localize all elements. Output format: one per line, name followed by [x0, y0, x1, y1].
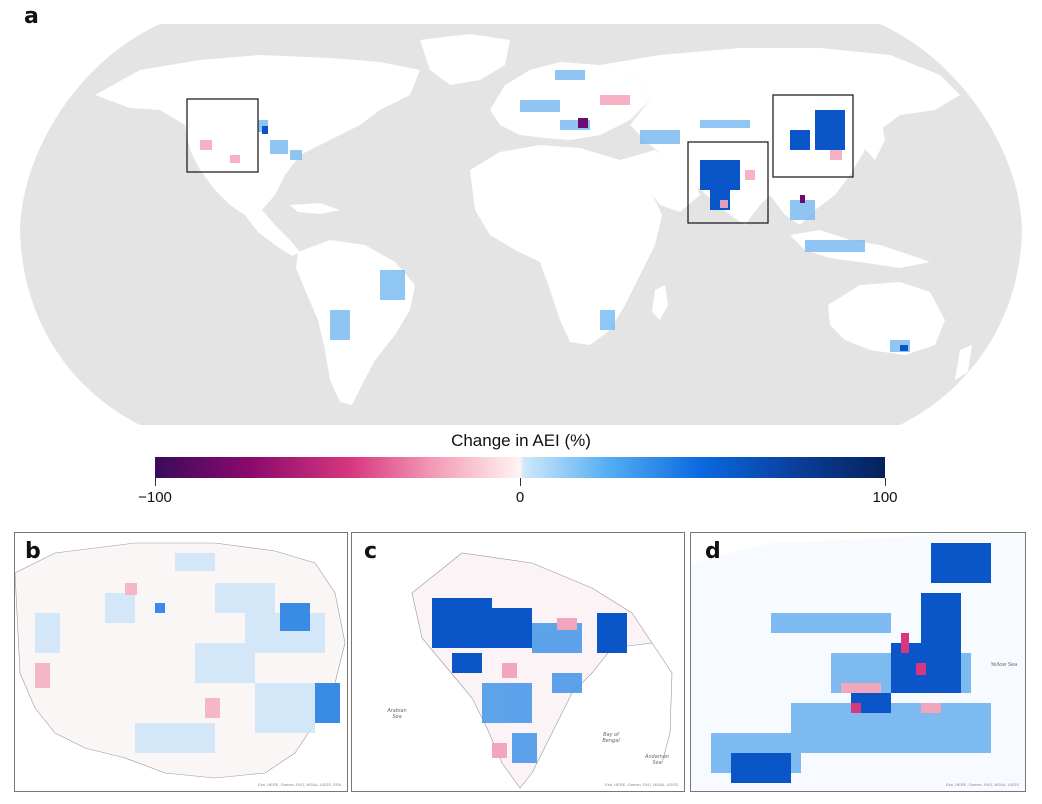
inset-box-c: [687, 141, 769, 224]
inset-map-d: [691, 533, 1025, 791]
colorbar-tick: [884, 478, 886, 486]
africa: [470, 145, 662, 345]
inset-map-c: [411, 552, 673, 789]
colorbar-title: Change in AEI (%): [451, 431, 591, 450]
world-map: [20, 24, 1022, 425]
colorbar-tick-label: −100: [138, 489, 172, 506]
colorbar: [155, 457, 885, 478]
land-masses: [95, 34, 972, 405]
colorbar-tick-label: 0: [515, 489, 525, 506]
inset-boxes: [186, 94, 854, 224]
aei-change-blue: [258, 70, 910, 352]
inset-box-b: [186, 98, 259, 173]
greenland: [420, 34, 510, 85]
inset-panel-d: d Yellow Sea Esri, HERE, Garmin, FAO, NO…: [690, 532, 1026, 792]
arabia: [620, 150, 700, 212]
australia: [828, 282, 945, 355]
inset-box-d: [772, 94, 854, 178]
asia: [600, 48, 960, 225]
inset-map-b: [15, 542, 346, 779]
panel-letter-d: d: [705, 539, 721, 564]
sea-label-arabian-sea: Arabian Sea: [387, 708, 407, 720]
colorbar-tick: [519, 478, 521, 486]
inset-panel-c: c Arabian Sea Bay of Bengal Andaman Sea …: [351, 532, 685, 792]
panel-letter-a: a: [24, 4, 39, 29]
central-america: [245, 210, 300, 256]
aei-change-pink: [200, 95, 842, 208]
inset-panel-b: b Esri, HERE, Garmin, FAO, NOAA, USGS, E…: [14, 532, 348, 792]
madagascar: [652, 285, 668, 320]
map-attribution-b: Esri, HERE, Garmin, FAO, NOAA, USGS, EPA: [258, 782, 341, 787]
sea-label-andaman-sea: Andaman Sea: [645, 754, 669, 766]
colorbar-tick-label: 100: [872, 489, 898, 506]
europe: [490, 62, 650, 140]
new-zealand: [955, 345, 972, 380]
panel-letter-b: b: [25, 539, 41, 564]
sea-label-bay-of-bengal: Bay of Bengal: [602, 732, 620, 744]
colorbar-tick: [154, 478, 156, 486]
sea-label-yellow-sea: Yellow Sea: [990, 662, 1018, 668]
japan: [866, 112, 885, 160]
caribbean: [290, 203, 340, 214]
aei-change-purple: [578, 118, 805, 203]
panel-letter-c: c: [364, 539, 378, 564]
map-attribution-c: Esri, HERE, Garmin, FAO, NOAA, USGS: [605, 782, 678, 787]
map-attribution-d: Esri, HERE, Garmin, FAO, NOAA, USGS: [946, 782, 1019, 787]
world-map-panel: a: [20, 4, 1022, 425]
aei-change-dark-blue: [262, 110, 908, 351]
